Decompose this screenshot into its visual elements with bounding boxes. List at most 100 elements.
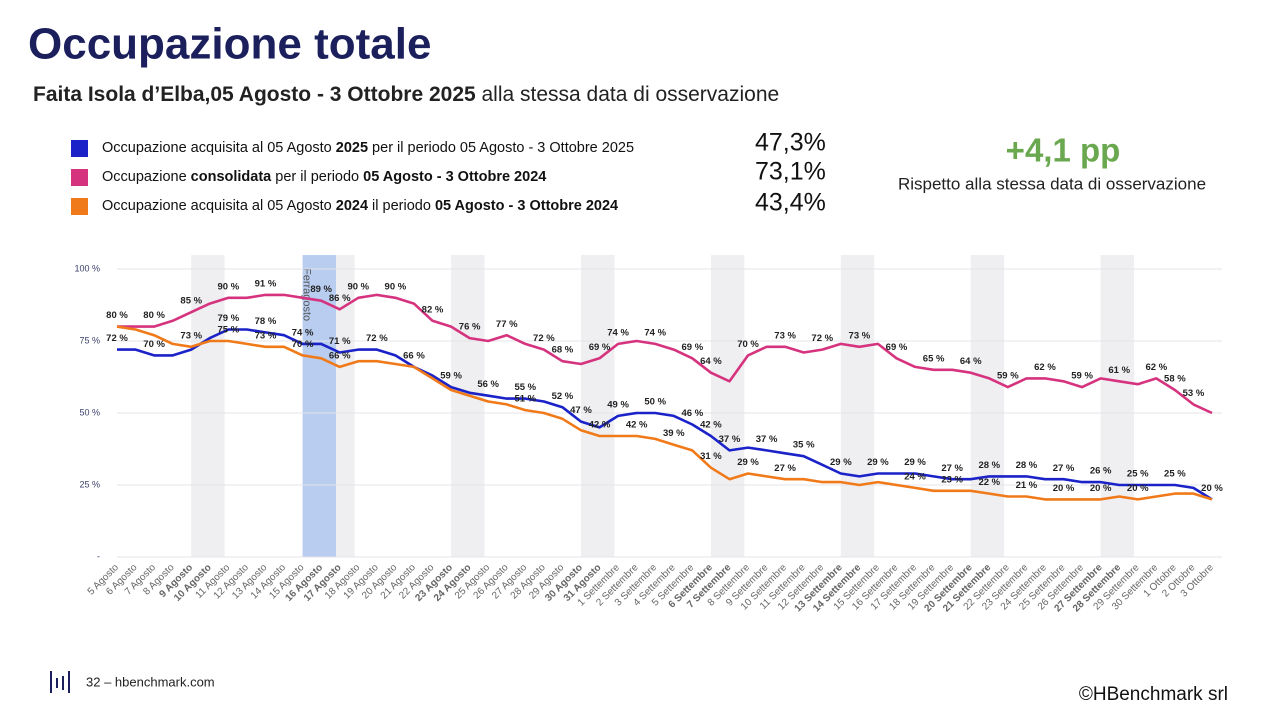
data-label: 28 % — [1016, 460, 1038, 471]
legend-part: 2024 — [336, 198, 368, 214]
data-label: 27 % — [1053, 463, 1075, 474]
legend-part: 05 Agosto - 3 Ottobre 2024 — [363, 169, 546, 185]
legend-part: il periodo — [368, 198, 435, 214]
data-label: 23 % — [941, 474, 963, 485]
legend-swatch — [71, 198, 88, 215]
legend-swatch — [71, 169, 88, 186]
data-label: 35 % — [793, 440, 815, 451]
data-label: 31 % — [700, 451, 722, 462]
data-label: 73 % — [180, 330, 202, 341]
data-label: 90 % — [385, 281, 407, 292]
data-label: 58 % — [1164, 373, 1186, 384]
footer-logo — [50, 671, 70, 693]
data-label: 68 % — [552, 345, 574, 356]
data-label: 85 % — [180, 296, 202, 307]
data-label: 90 % — [347, 281, 369, 292]
data-label: 25 % — [1164, 469, 1186, 480]
legend-part: Occupazione acquisita al 05 Agosto — [102, 140, 336, 156]
legend-total: 47,3% — [755, 129, 826, 157]
data-label: 39 % — [663, 428, 685, 439]
data-label: 66 % — [329, 350, 351, 361]
data-label: 25 % — [1127, 469, 1149, 480]
data-label: 20 % — [1127, 483, 1149, 494]
y-tick-label: 25 % — [79, 479, 100, 489]
legend-label: Occupazione acquisita al 05 Agosto 2024 … — [102, 198, 618, 214]
copyright: ©HBenchmark srl — [1079, 684, 1228, 705]
weekend-band — [451, 255, 485, 557]
data-label: 29 % — [830, 457, 852, 468]
data-label: 80 % — [106, 310, 128, 321]
data-label: 74 % — [644, 327, 666, 338]
data-label: 62 % — [1034, 362, 1056, 373]
slide-title: Occupazione totale — [28, 20, 431, 69]
data-label: 29 % — [904, 457, 926, 468]
data-label: 56 % — [477, 379, 499, 390]
legend-label: Occupazione consolidata per il periodo 0… — [102, 169, 546, 185]
data-label: 86 % — [329, 293, 351, 304]
data-label: 75 % — [218, 325, 240, 336]
data-label: 37 % — [756, 434, 778, 445]
data-label: 82 % — [422, 304, 444, 315]
data-label: 90 % — [218, 281, 240, 292]
data-label: 51 % — [514, 394, 536, 405]
data-label: 59 % — [997, 371, 1019, 382]
data-label: 73 % — [255, 330, 277, 341]
data-label: 69 % — [682, 342, 704, 353]
data-label: 70 % — [292, 339, 314, 350]
data-label: 61 % — [1108, 365, 1130, 376]
weekend-band — [1100, 255, 1135, 557]
legend-part: 2025 — [336, 140, 368, 156]
data-label: 20 % — [1090, 483, 1112, 494]
data-label: 71 % — [329, 336, 351, 347]
data-label: 59 % — [1071, 371, 1093, 382]
data-label: 69 % — [886, 342, 908, 353]
data-label: 80 % — [143, 310, 165, 321]
weekend-band — [710, 255, 745, 557]
kpi-caption: Rispetto alla stessa data di osservazion… — [898, 174, 1206, 193]
legend-part: per il periodo — [271, 169, 363, 185]
data-label: 64 % — [960, 356, 982, 367]
subtitle-part: alla stessa data di osservazione — [476, 83, 780, 106]
data-label: 72 % — [366, 333, 388, 344]
data-label: 78 % — [255, 316, 277, 327]
legend-label: Occupazione acquisita al 05 Agosto 2025 … — [102, 140, 634, 156]
data-label: 76 % — [459, 322, 481, 333]
data-label: 22 % — [978, 477, 1000, 488]
legend-part: Occupazione — [102, 169, 191, 185]
legend-part: Occupazione acquisita al 05 Agosto — [102, 198, 336, 214]
data-label: 70 % — [143, 339, 165, 350]
data-label: 29 % — [737, 457, 759, 468]
legend-part: per il periodo 05 Agosto - 3 Ottobre 202… — [368, 140, 634, 156]
data-label: 59 % — [440, 371, 462, 382]
data-label: 91 % — [255, 278, 277, 289]
data-label: 55 % — [514, 382, 536, 393]
weekend-band — [580, 255, 615, 557]
data-label: 49 % — [607, 399, 629, 410]
y-tick-label: 50 % — [79, 407, 100, 417]
data-label: 24 % — [904, 471, 926, 482]
data-label: 70 % — [737, 339, 759, 350]
legend-total: 73,1% — [755, 158, 826, 186]
series-line — [117, 293, 1213, 415]
data-label: 73 % — [774, 330, 796, 341]
data-label: 47 % — [570, 405, 592, 416]
holiday-label: Ferragosto — [301, 268, 313, 321]
data-label: 65 % — [923, 353, 945, 364]
data-label: 42 % — [626, 420, 648, 431]
legend-swatch — [71, 140, 88, 157]
data-label: 42 % — [700, 420, 722, 431]
subtitle: Faita Isola d’Elba,05 Agosto - 3 Ottobre… — [33, 83, 779, 106]
weekend-band — [840, 255, 875, 557]
data-label: 69 % — [589, 342, 611, 353]
data-label: 37 % — [719, 434, 741, 445]
subtitle-part: Faita Isola d’Elba,05 Agosto - 3 Ottobre… — [33, 83, 476, 106]
data-label: 66 % — [403, 350, 425, 361]
data-label: 77 % — [496, 319, 518, 330]
data-label: 26 % — [1090, 466, 1112, 477]
y-tick-label: 75 % — [79, 335, 100, 345]
data-label: 62 % — [1145, 362, 1167, 373]
data-label: 89 % — [310, 284, 332, 295]
data-label: 27 % — [774, 463, 796, 474]
data-label: 29 % — [867, 457, 889, 468]
